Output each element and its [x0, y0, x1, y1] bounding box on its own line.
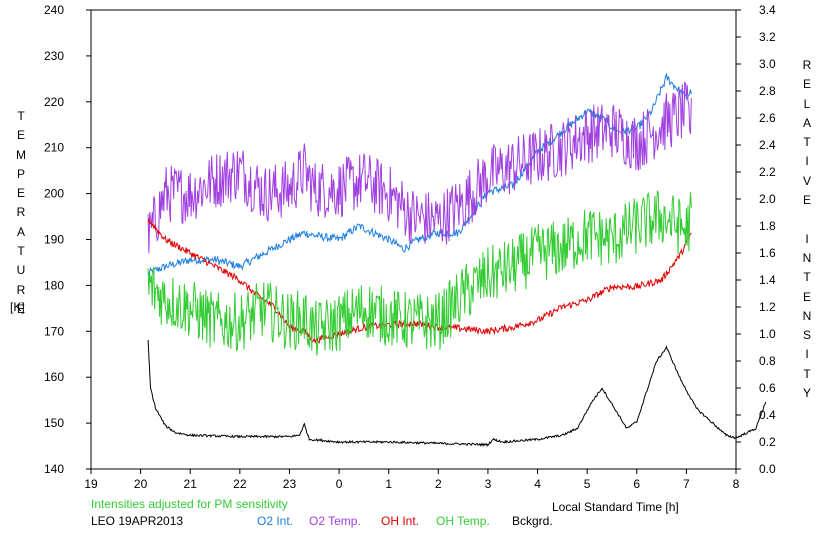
series-line-bckgrd	[147, 339, 767, 447]
left-tick-label: 190	[44, 233, 64, 247]
right-tick-label: 1.4	[759, 273, 776, 287]
left-tick-label: 220	[44, 95, 64, 109]
right-tick-label: 2.8	[759, 84, 776, 98]
legend-item-o2-temp: O2 Temp.	[309, 514, 361, 528]
x-tick-label: 4	[534, 477, 541, 491]
legend-item-bckgrd: Bckgrd.	[512, 514, 553, 528]
right-tick-label: 3.4	[759, 3, 776, 17]
x-tick-label: 23	[283, 477, 297, 491]
right-y-axis: 0.0 0.2 0.4 0.6 0.8 1.0 1.2 1.4 1.6 1.8 2.0 2.2 2.4 2…	[736, 3, 776, 476]
series-line-oh-temp	[147, 190, 692, 356]
left-tick-label: 210	[44, 141, 64, 155]
x-tick-label: 3	[485, 477, 492, 491]
x-axis-label: Local Standard Time [h]	[552, 500, 679, 514]
right-tick-label: 1.8	[759, 219, 776, 233]
left-axis-unit: [K]	[10, 300, 25, 314]
right-tick-label: 3.2	[759, 30, 776, 44]
right-tick-label: 2.4	[759, 138, 776, 152]
left-tick-label: 180	[44, 278, 64, 292]
legend-item-oh-int: OH Int.	[381, 514, 420, 528]
x-tick-label: 22	[233, 477, 247, 491]
right-tick-label: 0.8	[759, 354, 776, 368]
x-tick-label: 21	[184, 477, 198, 491]
right-tick-label: 2.0	[759, 192, 776, 206]
left-tick-label: 160	[44, 370, 64, 384]
left-tick-label: 170	[44, 324, 64, 338]
x-tick-label: 19	[84, 477, 98, 491]
x-tick-label: 8	[733, 477, 740, 491]
adjust-note: Intensities adjusted for PM sensitivity	[91, 497, 288, 511]
right-tick-label: 0.2	[759, 435, 776, 449]
right-tick-label: 1.6	[759, 246, 776, 260]
legend-item-oh-temp: OH Temp.	[436, 514, 490, 528]
x-axis: 19 20 21 22 23 0 1 2 3 4 5 6 7 8	[84, 469, 740, 491]
right-tick-label: 2.2	[759, 165, 776, 179]
right-tick-label: 0.4	[759, 408, 776, 422]
x-tick-label: 7	[683, 477, 690, 491]
left-tick-label: 140	[44, 462, 64, 476]
right-tick-label: 3.0	[759, 57, 776, 71]
right-tick-label: 0.0	[759, 462, 776, 476]
x-tick-label: 20	[134, 477, 148, 491]
left-tick-label: 150	[44, 416, 64, 430]
series-lines	[147, 72, 767, 447]
left-tick-label: 200	[44, 187, 64, 201]
series-line-o2-temp	[147, 80, 692, 254]
legend-item-o2-int: O2 Int.	[257, 514, 294, 528]
station-label: LEO 19APR2013	[91, 514, 184, 528]
x-tick-label: 0	[336, 477, 343, 491]
right-tick-label: 1.0	[759, 327, 776, 341]
x-tick-label: 2	[435, 477, 442, 491]
right-tick-label: 0.6	[759, 381, 776, 395]
left-tick-label: 240	[44, 3, 64, 17]
right-tick-label: 1.2	[759, 300, 776, 314]
right-tick-label: 2.6	[759, 111, 776, 125]
left-y-axis: 140 150 160 170 180 190 200 210 220 230 240	[44, 3, 91, 476]
x-tick-label: 6	[633, 477, 640, 491]
x-tick-label: 5	[584, 477, 591, 491]
x-tick-label: 1	[385, 477, 392, 491]
left-tick-label: 230	[44, 49, 64, 63]
